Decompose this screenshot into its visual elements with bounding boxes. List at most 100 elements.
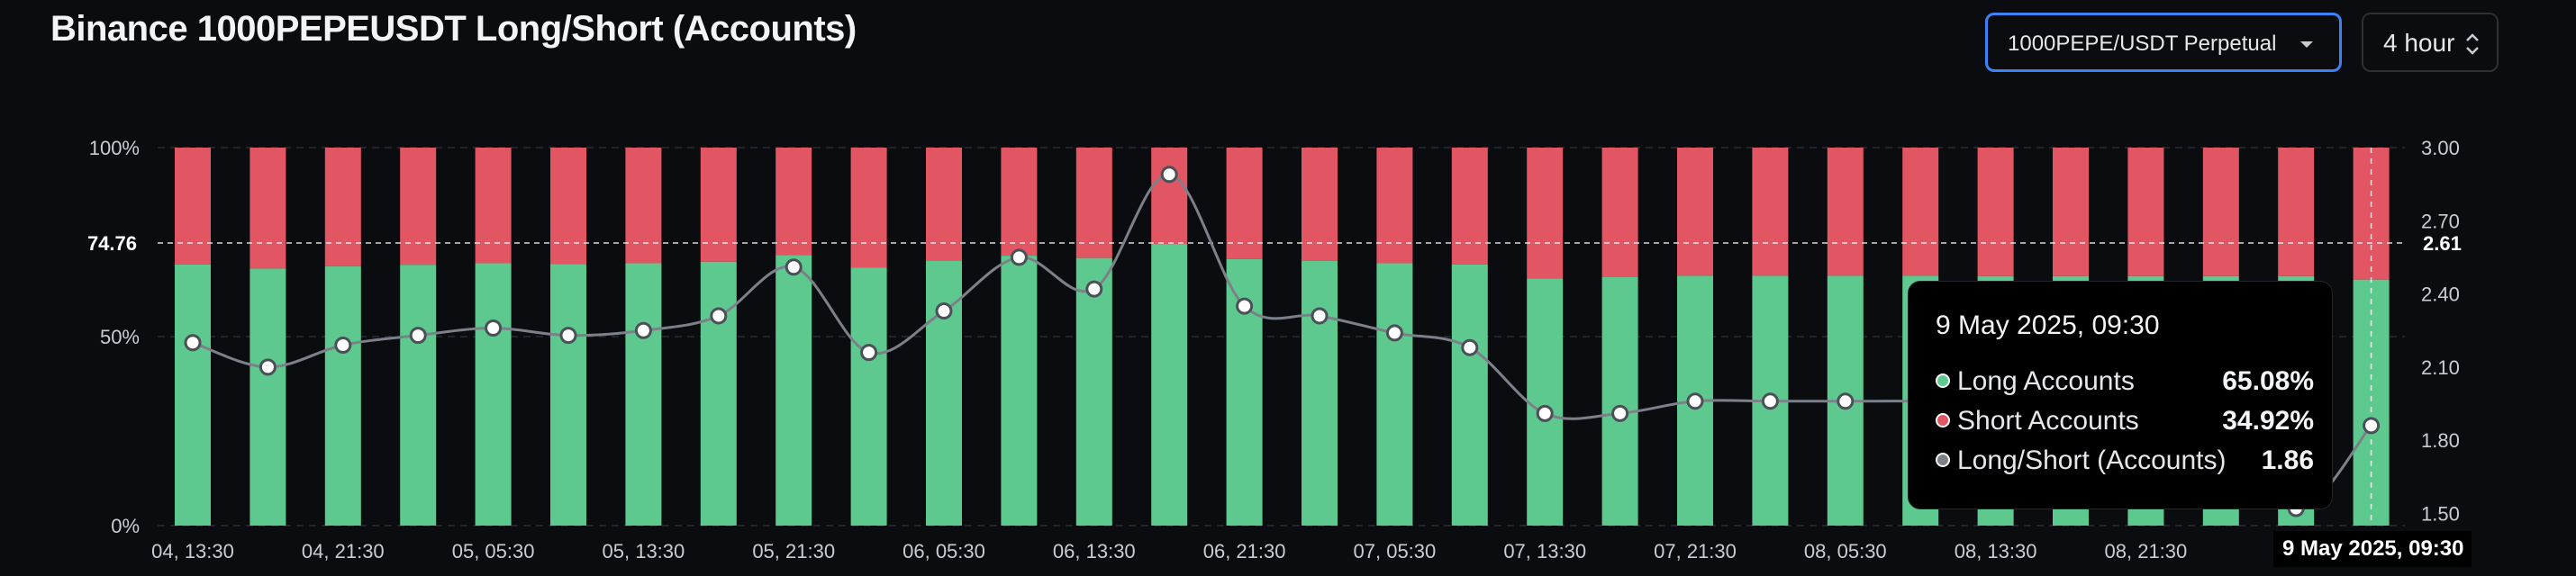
short-bar [1226, 148, 1263, 259]
ratio-point [1837, 392, 1855, 410]
short-bar [1451, 148, 1488, 265]
x-crosshair-text: 9 May 2025, 09:30 [2282, 536, 2464, 561]
long-bar [776, 255, 812, 526]
ratio-point [1085, 280, 1103, 298]
interval-select-value: 4 hour [2383, 29, 2455, 57]
short-bar [1677, 148, 1713, 276]
short-bar [850, 148, 887, 268]
ratio-point [1385, 324, 1403, 342]
tooltip-row-ratio: Long/Short (Accounts) 1.86 [1936, 446, 2314, 478]
ratio-point [184, 334, 202, 352]
long-bar [400, 265, 437, 526]
tooltip-title: 9 May 2025, 09:30 [1936, 310, 2160, 340]
interval-select[interactable]: 4 hour [2362, 13, 2499, 72]
x-tick-label: 04, 13:30 [151, 540, 234, 562]
x-tick-label: 06, 05:30 [903, 540, 985, 562]
short-bar [1075, 148, 1112, 258]
long-bar [324, 266, 361, 526]
long-bar [175, 264, 211, 526]
up-down-chevron-icon [2466, 33, 2479, 55]
short-bar [175, 148, 211, 265]
short-bar [776, 148, 812, 256]
tooltip-label: Long Accounts [1957, 366, 2135, 396]
short-bar [1376, 148, 1413, 264]
tooltip-value: 34.92% [2222, 406, 2314, 436]
long-bar [1075, 257, 1112, 526]
y-right-crosshair-box [2412, 229, 2484, 258]
long-bar [1302, 261, 1338, 526]
long-bar [1001, 256, 1038, 526]
short-bar [324, 148, 361, 266]
x-tick-label: 06, 21:30 [1203, 540, 1286, 562]
short-bar [1151, 148, 1188, 245]
long-bar [1151, 244, 1188, 526]
short-bar [625, 148, 662, 264]
chevron-down-icon [2300, 41, 2313, 48]
short-bar [550, 148, 586, 265]
long-bar [1451, 264, 1488, 526]
short-bar [2278, 148, 2315, 276]
x-tick-label: 08, 05:30 [1804, 540, 1887, 562]
ratio-point [1611, 404, 1629, 422]
ratio-point [1311, 307, 1329, 325]
y-right-tick-label: 2.40 [2421, 284, 2460, 306]
x-tick-label: 07, 13:30 [1503, 540, 1586, 562]
ratio-point [860, 344, 878, 362]
symbol-select-value: 1000PEPE/USDT Perpetual [2008, 32, 2277, 56]
short-bar [1827, 148, 1864, 276]
y-right-crosshair-label: 2.61 [2423, 232, 2462, 255]
ratio-point [634, 321, 652, 339]
y-left-tick-label: 50% [100, 326, 140, 348]
ratio-point [710, 307, 728, 325]
symbol-select[interactable]: 1000PEPE/USDT Perpetual [1985, 13, 2342, 72]
short-bar [1001, 148, 1038, 256]
y-left-tick-label: 0% [111, 515, 140, 537]
x-tick-label: 08, 21:30 [2105, 540, 2188, 562]
x-tick-label: 07, 05:30 [1354, 540, 1437, 562]
x-crosshair-label: 9 May 2025, 09:30 [2273, 531, 2472, 567]
y-right-tick-label: 3.00 [2421, 137, 2460, 159]
short-bar [400, 148, 437, 266]
x-tick-label: 08, 13:30 [1955, 540, 2037, 562]
x-tick-label: 06, 13:30 [1053, 540, 1136, 562]
tooltip-row-long: Long Accounts 65.08% [1936, 366, 2314, 399]
long-bar [1376, 263, 1413, 526]
ratio-point [1761, 392, 1779, 410]
tooltip-label: Short Accounts [1957, 406, 2139, 436]
ratio-point [1536, 404, 1554, 422]
x-tick-label: 05, 05:30 [452, 540, 535, 562]
long-bar [1601, 276, 1638, 526]
long-bar [475, 263, 512, 526]
short-bar [1977, 148, 2014, 276]
short-bar [2202, 148, 2239, 276]
short-bar [475, 148, 512, 264]
x-tick-label: 07, 21:30 [1654, 540, 1737, 562]
short-bar [1302, 148, 1338, 261]
long-bar [550, 264, 586, 526]
y-right-tick-label: 1.50 [2421, 502, 2460, 525]
long-bar [2353, 279, 2390, 526]
ratio-dot-icon [1936, 453, 1950, 467]
tooltip-value: 65.08% [2222, 366, 2314, 396]
y-left-crosshair-label: 74.76 [87, 232, 137, 255]
tooltip-label: Long/Short (Accounts) [1957, 446, 2227, 475]
ratio-point [485, 320, 503, 338]
ratio-point [334, 336, 352, 354]
ratio-point [1160, 166, 1178, 184]
y-left-tick-label: 100% [89, 137, 140, 159]
y-left-crosshair-box [77, 229, 149, 258]
short-bar [1902, 148, 1939, 276]
chart-tooltip: 9 May 2025, 09:30 Long Accounts 65.08% S… [1908, 281, 2333, 509]
short-bar [1527, 148, 1564, 279]
short-bar [1752, 148, 1789, 276]
long-bar [1527, 278, 1564, 526]
long-bar [700, 261, 737, 526]
tooltip-row-short: Short Accounts 34.92% [1936, 406, 2314, 438]
ratio-point [1686, 392, 1704, 410]
x-tick-label: 05, 21:30 [752, 540, 835, 562]
ratio-point [935, 302, 953, 320]
y-right-tick-label: 2.10 [2421, 356, 2460, 379]
ratio-point [559, 327, 577, 345]
ratio-point [1010, 248, 1028, 266]
short-bar [700, 148, 737, 262]
